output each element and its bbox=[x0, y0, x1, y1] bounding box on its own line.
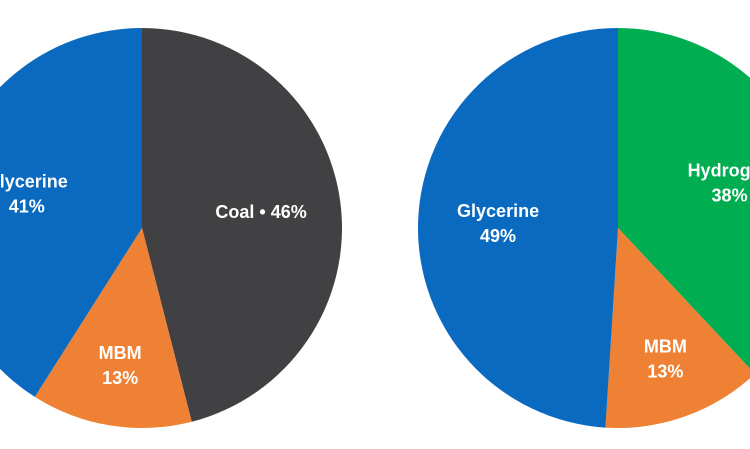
value-label: 46% bbox=[271, 202, 307, 222]
category-label: Glycerine bbox=[0, 171, 68, 191]
category-label: MBM bbox=[644, 336, 687, 356]
pie-slice bbox=[605, 228, 750, 428]
category-label: Glycerine bbox=[457, 201, 539, 221]
pie-slice bbox=[0, 28, 142, 397]
value-label: 38% bbox=[712, 186, 748, 206]
category-label: Coal bbox=[215, 202, 254, 222]
category-label: MBM bbox=[99, 343, 142, 363]
pie-slice bbox=[618, 28, 750, 369]
value-label: 49% bbox=[480, 226, 516, 246]
pie-slice bbox=[418, 28, 618, 428]
pie-slice bbox=[34, 228, 192, 428]
value-label: 41% bbox=[9, 196, 45, 216]
category-label: Hydrogen bbox=[688, 161, 750, 181]
value-label: 13% bbox=[647, 361, 683, 381]
pie-slice bbox=[142, 28, 343, 422]
value-label: 13% bbox=[102, 368, 138, 388]
separator: • bbox=[259, 202, 265, 222]
slice-label: Coal • 46% bbox=[215, 202, 306, 222]
